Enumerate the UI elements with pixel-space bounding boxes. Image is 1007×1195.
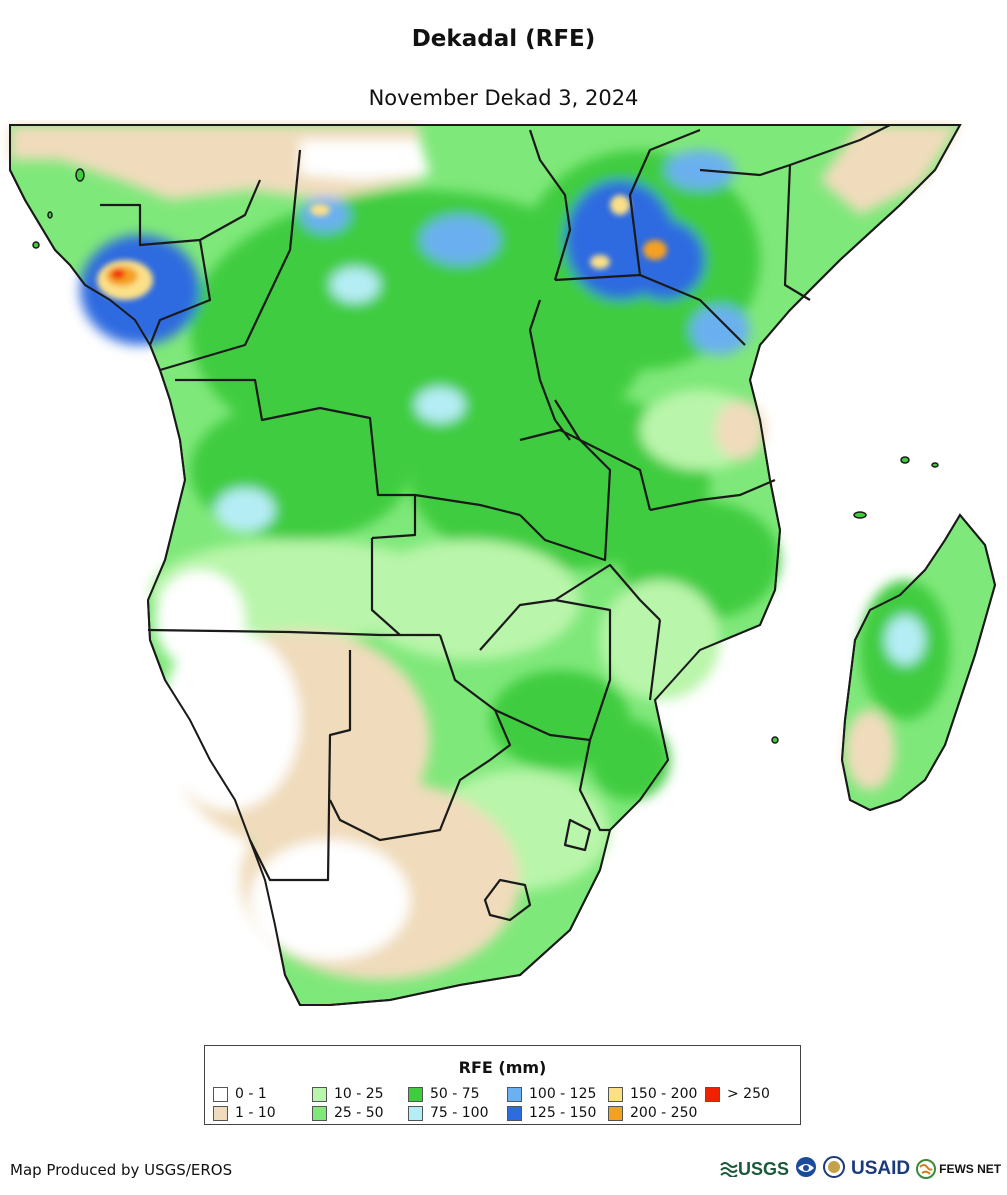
legend-label: 25 - 50 xyxy=(334,1105,384,1121)
legend: RFE (mm) 0 - 1 1 - 10 10 - 25 25 - 50 50 - 7… xyxy=(204,1045,801,1125)
legend-swatch xyxy=(213,1105,228,1121)
globe-icon xyxy=(916,1159,937,1179)
legend-swatch xyxy=(507,1086,522,1102)
legend-label: 125 - 150 xyxy=(529,1105,597,1121)
legend-item: 1 - 10 xyxy=(213,1105,276,1121)
logo-strip: USGS USAID FEWS NET xyxy=(720,1156,1001,1182)
rainfall-peaks xyxy=(97,195,667,300)
legend-label: 100 - 125 xyxy=(529,1086,597,1102)
legend-item: 10 - 25 xyxy=(312,1086,384,1102)
legend-item: 200 - 250 xyxy=(608,1105,697,1121)
legend-item: 50 - 75 xyxy=(408,1086,480,1102)
legend-label: 10 - 25 xyxy=(334,1086,384,1102)
rainfall-map xyxy=(9,124,997,1006)
country-borders xyxy=(100,124,891,922)
legend-swatch xyxy=(312,1105,327,1121)
dhs-seal-logo xyxy=(823,1156,846,1182)
legend-swatch xyxy=(608,1105,623,1121)
legend-item: 0 - 1 xyxy=(213,1086,267,1102)
fews-net-logo: FEWS NET xyxy=(916,1159,1001,1179)
legend-swatch xyxy=(705,1086,720,1102)
noaa-logo xyxy=(795,1156,817,1182)
legend-swatch xyxy=(507,1105,522,1121)
usgs-logo: USGS xyxy=(720,1159,789,1180)
legend-swatch xyxy=(408,1105,423,1121)
rainfall-fields xyxy=(10,125,960,980)
legend-label: 50 - 75 xyxy=(430,1086,480,1102)
legend-swatch xyxy=(608,1086,623,1102)
legend-item: > 250 xyxy=(705,1086,770,1102)
legend-item: 75 - 100 xyxy=(408,1105,489,1121)
legend-label: 200 - 250 xyxy=(630,1105,698,1121)
legend-item: 100 - 125 xyxy=(507,1086,596,1102)
noaa-seal-icon xyxy=(796,1157,817,1177)
map-title: Dekadal (RFE) xyxy=(411,26,596,52)
legend-item: 125 - 150 xyxy=(507,1105,596,1121)
map-subtitle: November Dekad 3, 2024 xyxy=(368,86,639,110)
legend-label: 0 - 1 xyxy=(235,1086,267,1102)
legend-item: 150 - 200 xyxy=(608,1086,697,1102)
legend-label: 150 - 200 xyxy=(630,1086,698,1102)
legend-swatch xyxy=(312,1086,327,1102)
legend-label: > 250 xyxy=(727,1086,770,1102)
usgs-wave-icon xyxy=(720,1162,738,1177)
legend-title: RFE (mm) xyxy=(458,1058,547,1077)
islands xyxy=(32,168,939,744)
legend-label: 75 - 100 xyxy=(430,1105,489,1121)
usaid-logo: USAID xyxy=(851,1158,911,1179)
legend-swatch xyxy=(213,1086,228,1102)
map-credit: Map Produced by USGS/EROS xyxy=(10,1161,233,1179)
legend-swatch xyxy=(408,1086,423,1102)
legend-label: 1 - 10 xyxy=(235,1105,276,1121)
government-seal-icon xyxy=(823,1156,846,1178)
legend-item: 25 - 50 xyxy=(312,1105,384,1121)
